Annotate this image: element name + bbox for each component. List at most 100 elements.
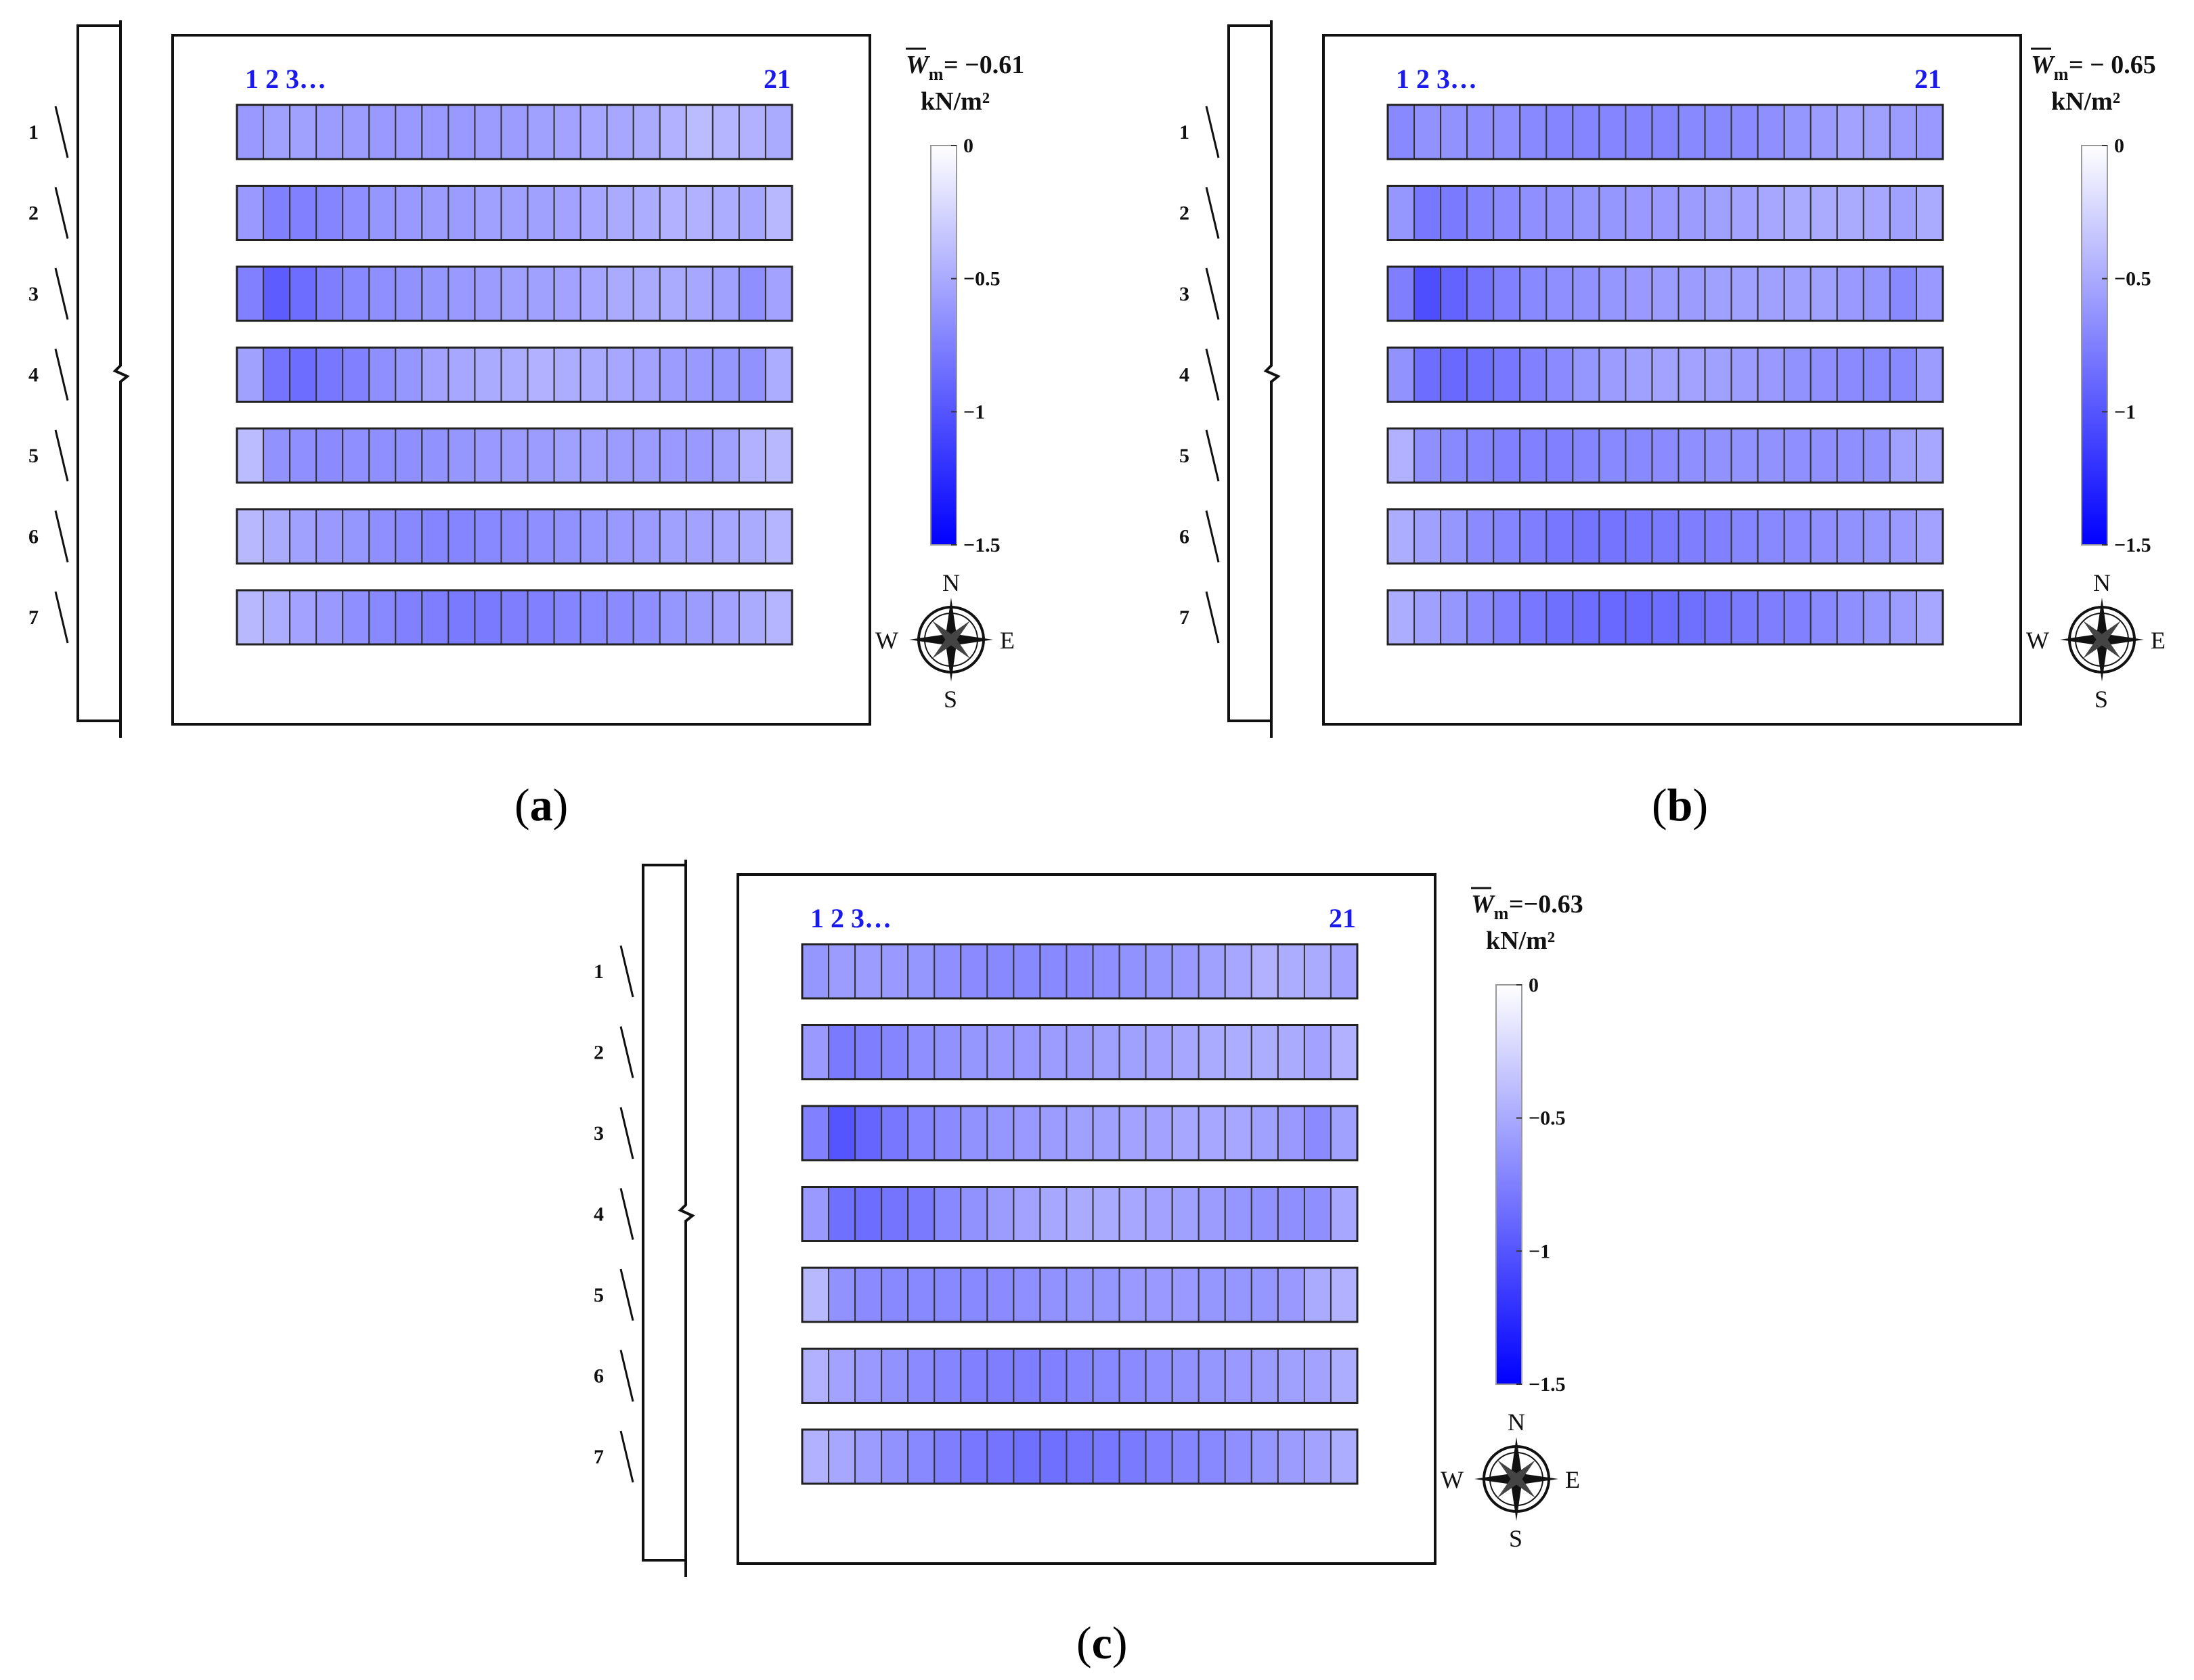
cell-r3-c12 xyxy=(1677,266,1706,322)
cell-r2-c3 xyxy=(854,1024,883,1080)
caption-a: (a) xyxy=(514,779,569,831)
cell-r2-c17 xyxy=(1224,1024,1252,1080)
cell-r7-c11 xyxy=(1066,1429,1094,1484)
cell-r1-c9 xyxy=(1013,944,1041,999)
cell-r3-c15 xyxy=(1757,266,1785,322)
cell-r1-c4 xyxy=(315,104,344,160)
compass-label-w: W xyxy=(875,627,898,654)
cell-r1-c18 xyxy=(685,104,714,160)
cell-r7-c17 xyxy=(1809,590,1838,645)
row-tilt-mark-4 xyxy=(54,349,69,401)
cell-r1-c9 xyxy=(447,104,476,160)
compass-label-s: S xyxy=(2094,686,2108,713)
cell-r2-c2 xyxy=(828,1024,856,1080)
cell-r4-c4 xyxy=(881,1186,909,1242)
cell-r7-c5 xyxy=(1493,590,1521,645)
cell-r7-c8 xyxy=(986,1429,1015,1484)
row-tilt-mark-6 xyxy=(619,1350,634,1402)
cell-r3-c10 xyxy=(1625,266,1653,322)
cell-r1-c19 xyxy=(1277,944,1305,999)
cell-r5-c20 xyxy=(738,428,766,483)
cell-r5-c18 xyxy=(1836,428,1864,483)
cell-r2-c15 xyxy=(1757,185,1785,241)
cell-r4-c18 xyxy=(1250,1186,1279,1242)
cell-r6-c2 xyxy=(263,508,291,565)
cell-r7-c15 xyxy=(1171,1429,1200,1484)
row-tilt-mark-1 xyxy=(1205,106,1220,158)
colorbar-tick-label-1: −0.5 xyxy=(963,268,1001,290)
cell-r6-c15 xyxy=(1757,508,1785,565)
cell-r3-c4 xyxy=(881,1105,909,1161)
caption-b: (b) xyxy=(1652,779,1709,831)
cell-r5-c16 xyxy=(1783,428,1812,483)
cell-r2-c6 xyxy=(1519,185,1548,241)
row-outline-5 xyxy=(1386,427,1944,484)
compass-label-n: N xyxy=(2093,569,2111,596)
cell-r3-c2 xyxy=(1413,266,1442,322)
cell-r7-c7 xyxy=(395,590,423,645)
cell-r6-c18 xyxy=(685,508,714,565)
row-tilt-mark-1 xyxy=(54,106,69,158)
cell-r3-c14 xyxy=(579,266,608,322)
cell-r3-c3 xyxy=(1440,266,1468,322)
cell-r2-c11 xyxy=(500,185,529,241)
cell-r7-c10 xyxy=(474,590,502,645)
cell-r4-c7 xyxy=(395,347,423,403)
cell-r6-c9 xyxy=(1598,508,1627,565)
cell-r4-c13 xyxy=(553,347,582,403)
cell-r5-c14 xyxy=(579,428,608,483)
column-label-first: 1 2 3… xyxy=(810,903,892,933)
cell-r5-c6 xyxy=(934,1267,962,1323)
cell-r5-c10 xyxy=(1625,428,1653,483)
compass-label-e: E xyxy=(2151,627,2166,654)
cell-r7-c1 xyxy=(1387,590,1416,645)
cell-r4-c13 xyxy=(1704,347,1732,403)
row-label-4: 4 xyxy=(1179,364,1189,386)
compass-label-s: S xyxy=(1509,1525,1522,1552)
colorbar-tick-label-2: −1 xyxy=(1529,1240,1550,1262)
cell-r1-c6 xyxy=(934,944,962,999)
cell-r1-c16 xyxy=(1198,944,1226,999)
cell-r5-c5 xyxy=(1493,428,1521,483)
cell-r6-c13 xyxy=(1118,1348,1147,1404)
cell-r3-c21 xyxy=(764,266,793,322)
cell-r1-c5 xyxy=(907,944,936,999)
cell-r6-c12 xyxy=(527,508,555,565)
cell-r3-c7 xyxy=(1545,266,1574,322)
cell-r4-c17 xyxy=(659,347,687,403)
cell-r7-c13 xyxy=(553,590,582,645)
cell-r3-c17 xyxy=(1809,266,1838,322)
roof-plan-frame xyxy=(737,873,1436,1565)
cell-r2-c10 xyxy=(1625,185,1653,241)
cell-r4-c20 xyxy=(1303,1186,1332,1242)
cell-r3-c20 xyxy=(1303,1105,1332,1161)
cell-r3-c14 xyxy=(1730,266,1759,322)
cell-r3-c18 xyxy=(685,266,714,322)
cell-r4-c3 xyxy=(1440,347,1468,403)
cell-r2-c19 xyxy=(1862,185,1891,241)
cell-r4-c2 xyxy=(828,1186,856,1242)
cell-r1-c15 xyxy=(1171,944,1200,999)
cell-r3-c21 xyxy=(1330,1105,1359,1161)
cell-r5-c18 xyxy=(1250,1267,1279,1323)
cell-r1-c13 xyxy=(553,104,582,160)
cell-r5-c13 xyxy=(1118,1267,1147,1323)
cell-r5-c10 xyxy=(1039,1267,1068,1323)
cell-r6-c3 xyxy=(854,1348,883,1404)
cell-r1-c1 xyxy=(236,104,265,160)
cell-r1-c18 xyxy=(1250,944,1279,999)
row-outline-4 xyxy=(1386,347,1944,403)
cell-r2-c3 xyxy=(1440,185,1468,241)
cell-r6-c14 xyxy=(1730,508,1759,565)
row-tilt-mark-7 xyxy=(1205,591,1220,644)
cell-r4-c19 xyxy=(1277,1186,1305,1242)
cell-r4-c11 xyxy=(1651,347,1680,403)
cell-r3-c9 xyxy=(447,266,476,322)
cell-r6-c8 xyxy=(986,1348,1015,1404)
cell-r3-c16 xyxy=(632,266,661,322)
wall-outline xyxy=(76,24,120,722)
row-label-4: 4 xyxy=(28,364,39,386)
cell-r2-c8 xyxy=(986,1024,1015,1080)
cell-r6-c5 xyxy=(1493,508,1521,565)
